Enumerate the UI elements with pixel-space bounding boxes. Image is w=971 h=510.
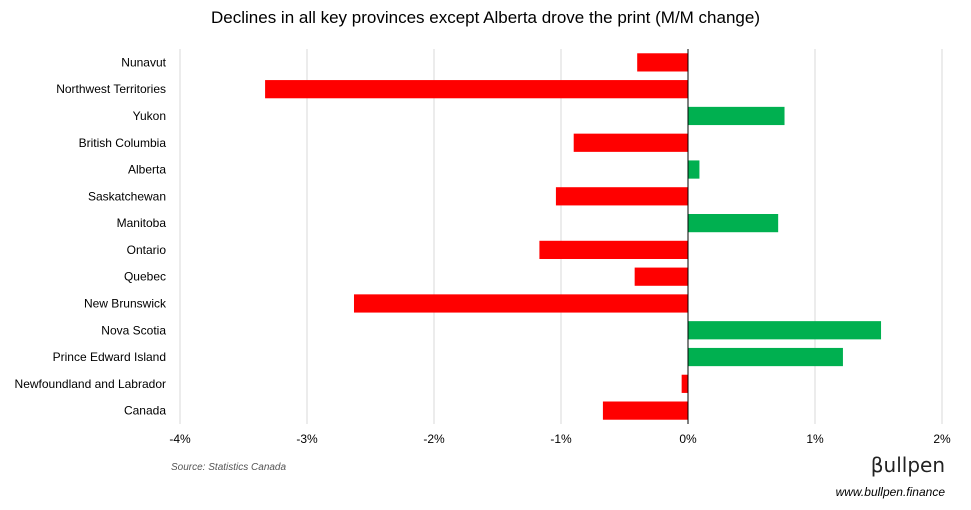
category-label: Northwest Territories xyxy=(56,82,166,96)
category-label: Nunavut xyxy=(121,55,166,69)
category-label: Saskatchewan xyxy=(88,189,166,203)
bar xyxy=(688,214,779,233)
x-tick-label: -3% xyxy=(296,432,318,446)
source-note: Source: Statistics Canada xyxy=(171,462,287,473)
category-label: Yukon xyxy=(133,109,166,123)
bar xyxy=(555,187,688,206)
bar xyxy=(637,53,688,72)
category-label: New Brunswick xyxy=(84,296,167,310)
category-label: Quebec xyxy=(124,270,166,284)
bar xyxy=(688,347,843,367)
bullpen-url: www.bullpen.finance xyxy=(835,485,945,499)
bar xyxy=(688,321,882,340)
x-tick-label: 0% xyxy=(679,432,697,446)
x-tick-label: -1% xyxy=(550,432,572,446)
bar xyxy=(353,294,688,313)
bar xyxy=(265,80,688,99)
x-axis-ticks: -4% -3% -2% -1% 0% 1% 2% xyxy=(169,432,951,446)
grid-lines xyxy=(179,49,943,424)
bars xyxy=(265,53,882,420)
category-labels: Nunavut Northwest Territories Yukon British… xyxy=(15,55,167,417)
x-tick-label: 2% xyxy=(933,432,951,446)
x-tick-label: 1% xyxy=(806,432,824,446)
category-label: Prince Edward Island xyxy=(53,350,166,364)
bullpen-logo: βullpen xyxy=(870,453,945,477)
x-tick-label: -4% xyxy=(169,432,191,446)
bar xyxy=(688,160,700,179)
bar xyxy=(602,401,688,420)
x-tick-label: -2% xyxy=(423,432,445,446)
chart-title: Declines in all key provinces except Alb… xyxy=(211,8,760,27)
bar xyxy=(688,106,785,126)
bar xyxy=(573,133,688,152)
bar xyxy=(681,374,688,393)
category-label: Manitoba xyxy=(117,216,167,230)
category-label: British Columbia xyxy=(79,136,167,150)
category-label: Newfoundland and Labrador xyxy=(15,377,166,391)
category-label: Nova Scotia xyxy=(101,323,166,337)
bar xyxy=(539,240,688,259)
category-label: Canada xyxy=(124,404,166,418)
category-label: Ontario xyxy=(127,243,167,257)
category-label: Alberta xyxy=(128,163,166,177)
bar xyxy=(634,267,688,286)
